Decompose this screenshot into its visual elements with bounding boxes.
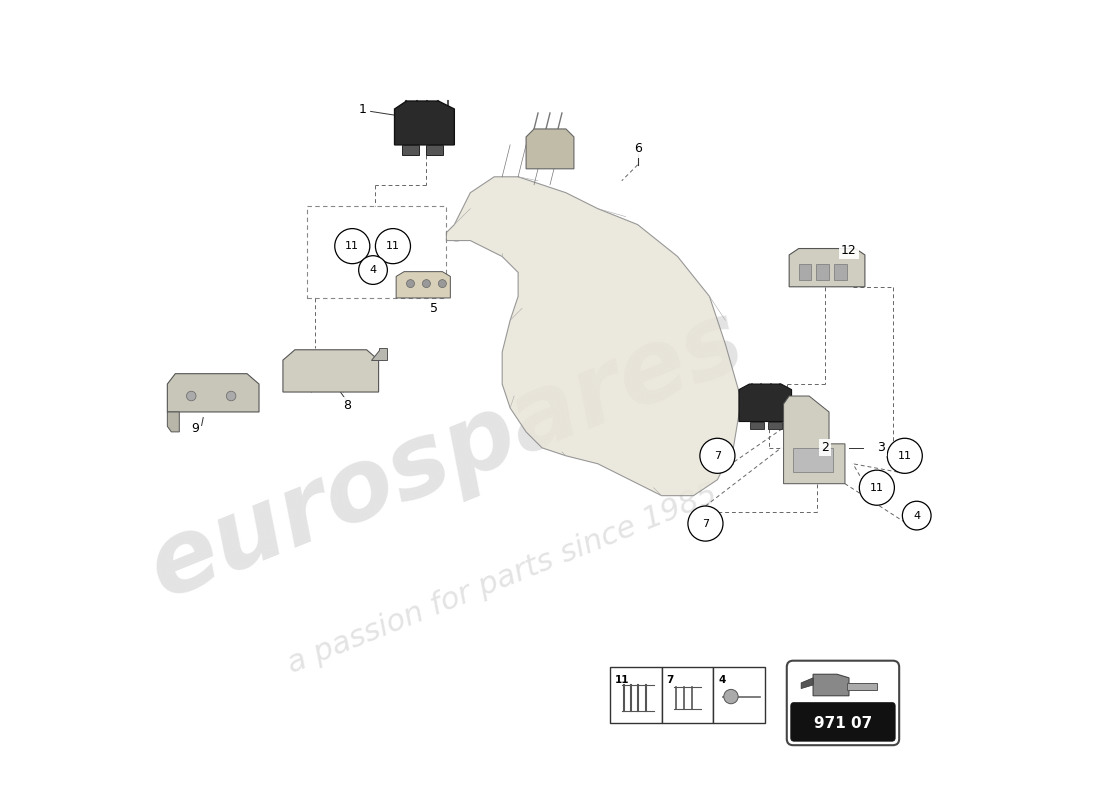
Text: 7: 7 [702,518,710,529]
Bar [714,667,766,723]
Text: 6: 6 [634,142,641,155]
Polygon shape [526,129,574,169]
Bar [426,145,443,155]
Text: 11: 11 [345,241,360,251]
Bar [402,145,419,155]
Bar [750,422,764,430]
Polygon shape [167,412,179,432]
Text: 9: 9 [191,422,199,435]
Circle shape [375,229,410,264]
Polygon shape [447,177,741,496]
Text: 5: 5 [430,302,439,315]
Text: 4: 4 [718,675,726,685]
Bar [661,667,714,723]
Text: 12: 12 [842,244,857,257]
Circle shape [902,502,931,530]
FancyBboxPatch shape [786,661,899,745]
Text: 4: 4 [370,265,376,275]
Polygon shape [847,683,877,690]
Polygon shape [396,272,450,298]
Circle shape [407,280,415,287]
Circle shape [859,470,894,506]
Circle shape [187,391,196,401]
Text: 11: 11 [615,675,629,685]
Text: 2: 2 [821,442,829,454]
Text: 11: 11 [386,241,400,251]
Polygon shape [783,396,845,484]
Text: 7: 7 [667,675,674,685]
Circle shape [724,690,738,704]
Bar [793,448,833,472]
Text: 7: 7 [714,451,720,461]
Polygon shape [739,384,792,422]
Polygon shape [813,674,849,696]
Polygon shape [395,101,454,145]
Text: 11: 11 [870,482,884,493]
FancyBboxPatch shape [791,702,895,742]
Polygon shape [167,374,258,412]
Bar [609,667,661,723]
Bar [799,265,812,281]
Circle shape [688,506,723,541]
Text: a passion for parts since 1985: a passion for parts since 1985 [283,479,722,679]
Circle shape [422,280,430,287]
Circle shape [334,229,370,264]
Circle shape [888,438,922,474]
Circle shape [227,391,235,401]
Bar [816,265,829,281]
Text: 4: 4 [913,510,921,521]
Polygon shape [283,350,378,392]
Text: 11: 11 [898,451,912,461]
Text: 1: 1 [359,102,366,115]
Bar [768,422,782,430]
Text: eurospares: eurospares [135,292,758,619]
Polygon shape [801,678,813,689]
Polygon shape [371,348,386,360]
Circle shape [700,438,735,474]
Text: 971 07: 971 07 [814,715,872,730]
Polygon shape [789,249,865,286]
Text: 8: 8 [343,399,351,412]
Circle shape [359,256,387,285]
Text: 3: 3 [877,442,884,454]
Circle shape [439,280,447,287]
Bar [834,265,847,281]
